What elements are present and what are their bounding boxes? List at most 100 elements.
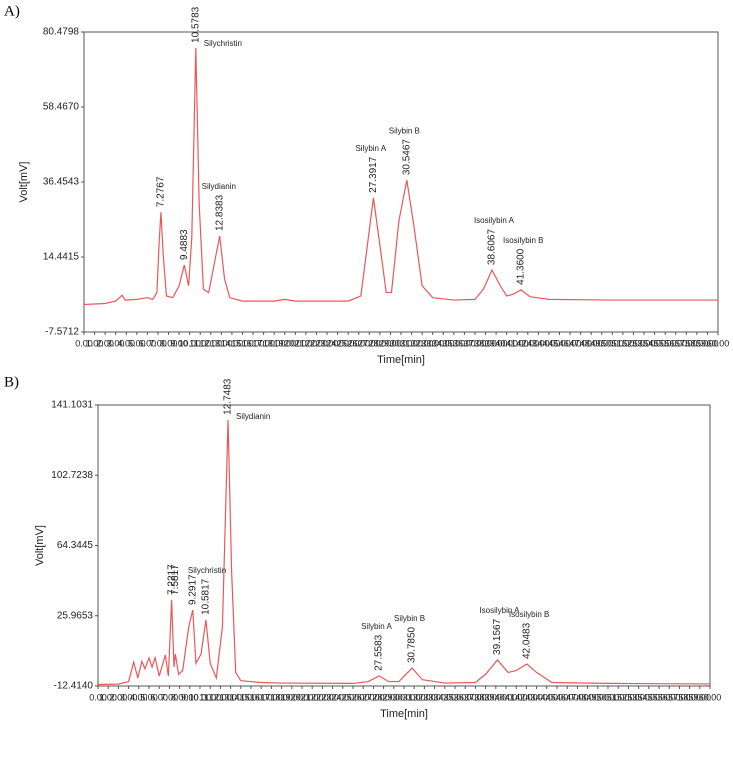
x-tick-label: 15.00 (231, 338, 254, 348)
x-tick-label: 31.00 (400, 338, 423, 348)
x-tick-label: 59.00 (689, 692, 712, 702)
x-tick-label: 11.00 (199, 692, 221, 702)
x-tick-label: 56.00 (658, 692, 681, 702)
x-tick-label: 8.00 (160, 338, 178, 348)
x-tick-label: 4.00 (118, 338, 136, 348)
x-tick-label: 6.00 (150, 692, 168, 702)
x-tick-label: 35.00 (444, 692, 467, 702)
x-tick-label: 10.00 (178, 338, 201, 348)
y-tick-label: 58.4670 (43, 102, 80, 113)
peak-time-label: 9.4883 (179, 229, 190, 260)
x-tick-label: 12.00 (200, 338, 223, 348)
peak-time-label: 7.2767 (156, 176, 167, 207)
x-tick-label: 51.00 (607, 692, 630, 702)
peak-time-label: 42.0483 (522, 622, 533, 659)
x-tick-label: 19.00 (274, 338, 297, 348)
peak-time-label: 10.5783 (190, 6, 201, 43)
y-tick-label: 14.4415 (43, 252, 80, 263)
y-tick-label: -7.5712 (45, 327, 79, 338)
x-tick-label: 28.00 (369, 338, 392, 348)
x-tick-label: 60.00 (699, 692, 722, 702)
x-tick-label: 20.00 (284, 338, 307, 348)
peak-name: Silybin B (389, 126, 420, 135)
x-tick-label: 27.00 (362, 692, 385, 702)
x-tick-label: 53.00 (627, 692, 650, 702)
x-tick-label: 21.00 (301, 692, 324, 702)
peak-time-label: 27.5583 (374, 634, 385, 671)
x-tick-label: 49.00 (587, 692, 610, 702)
x-tick-label: 18.00 (263, 338, 286, 348)
peak-time-label: 39.1567 (492, 618, 503, 655)
x-tick-label: 21.00 (295, 338, 318, 348)
y-tick-label: 80.4798 (43, 27, 80, 38)
x-tick-label: 14.00 (221, 338, 244, 348)
x-tick-label: 5.00 (128, 338, 146, 348)
x-tick-label: 5.00 (140, 692, 158, 702)
x-tick-label: 56.00 (664, 338, 687, 348)
peak-time-label: 30.7850 (407, 626, 418, 663)
x-tick-label: 38.00 (474, 692, 497, 702)
x-tick-label: 48.00 (580, 338, 603, 348)
x-tick-label: 43.00 (525, 692, 548, 702)
x-tick-label: 36.00 (454, 692, 477, 702)
x-tick-label: 26.00 (352, 692, 375, 702)
x-tick-label: 46.00 (556, 692, 579, 702)
x-tick-label: 7.00 (161, 692, 179, 702)
x-tick-label: 17.00 (252, 338, 275, 348)
x-tick-label: 13.00 (219, 692, 242, 702)
x-tick-label: 45.00 (546, 692, 569, 702)
x-tick-label: 54.00 (643, 338, 666, 348)
x-tick-label: 39.00 (485, 338, 508, 348)
x-tick-label: 58.00 (678, 692, 701, 702)
x-tick-label: 57.00 (675, 338, 698, 348)
x-tick-label: 38.00 (474, 338, 497, 348)
x-tick-label: 31.00 (403, 692, 426, 702)
x-tick-label: 24.00 (326, 338, 349, 348)
x-tick-label: 15.00 (240, 692, 263, 702)
trace (83, 47, 718, 306)
y-tick-label: -12.4140 (54, 681, 94, 692)
x-tick-label: 10.00 (189, 692, 212, 702)
x-tick-label: 33.00 (421, 338, 444, 348)
y-tick-label: 141.1031 (51, 400, 93, 411)
x-tick-label: 16.00 (250, 692, 273, 702)
x-tick-label: 23.00 (316, 338, 339, 348)
x-axis-title: Time[min] (377, 354, 425, 366)
x-tick-label: 45.00 (548, 338, 571, 348)
x-tick-label: 9.00 (170, 338, 188, 348)
x-tick-label: 29.00 (379, 338, 402, 348)
peak-name: Silychristin (188, 566, 226, 575)
peak-name: Silydianin (202, 182, 236, 191)
x-tick-label: 39.00 (485, 692, 508, 702)
x-tick-label: 41.00 (505, 692, 528, 702)
x-tick-label: 24.00 (332, 692, 355, 702)
x-tick-label: 52.00 (622, 338, 645, 348)
peak-time-label: 7.5817 (170, 564, 181, 595)
x-tick-label: 30.00 (393, 692, 416, 702)
x-tick-label: 40.00 (495, 338, 518, 348)
x-tick-label: 16.00 (242, 338, 265, 348)
x-tick-label: 55.00 (654, 338, 677, 348)
x-tick-label: 51.00 (612, 338, 635, 348)
y-tick-label: 64.3445 (57, 540, 94, 551)
x-tick-label: 32.00 (411, 338, 434, 348)
x-tick-label: 23.00 (321, 692, 344, 702)
peak-time-label: 27.3917 (368, 156, 379, 193)
peak-time-label: 38.6067 (487, 229, 498, 266)
x-tick-label: 1.00 (86, 338, 104, 348)
x-tick-label: 49.00 (591, 338, 614, 348)
peak-name: Silychristin (204, 39, 242, 48)
x-tick-label: 37.00 (464, 692, 487, 702)
x-tick-label: 17.00 (260, 692, 283, 702)
x-tick-label: 32.00 (413, 692, 436, 702)
plot-frame (97, 404, 711, 687)
peak-time-label: 41.3600 (516, 248, 527, 285)
peak-name: Silydianin (236, 412, 270, 421)
x-tick-label: 34.00 (434, 692, 457, 702)
x-tick-label: 30.00 (390, 338, 413, 348)
peak-time-label: 10.5817 (201, 578, 212, 615)
x-tick-label: 0.00 (75, 338, 93, 348)
x-tick-label: 26.00 (347, 338, 370, 348)
panel-label: B) (4, 374, 19, 390)
